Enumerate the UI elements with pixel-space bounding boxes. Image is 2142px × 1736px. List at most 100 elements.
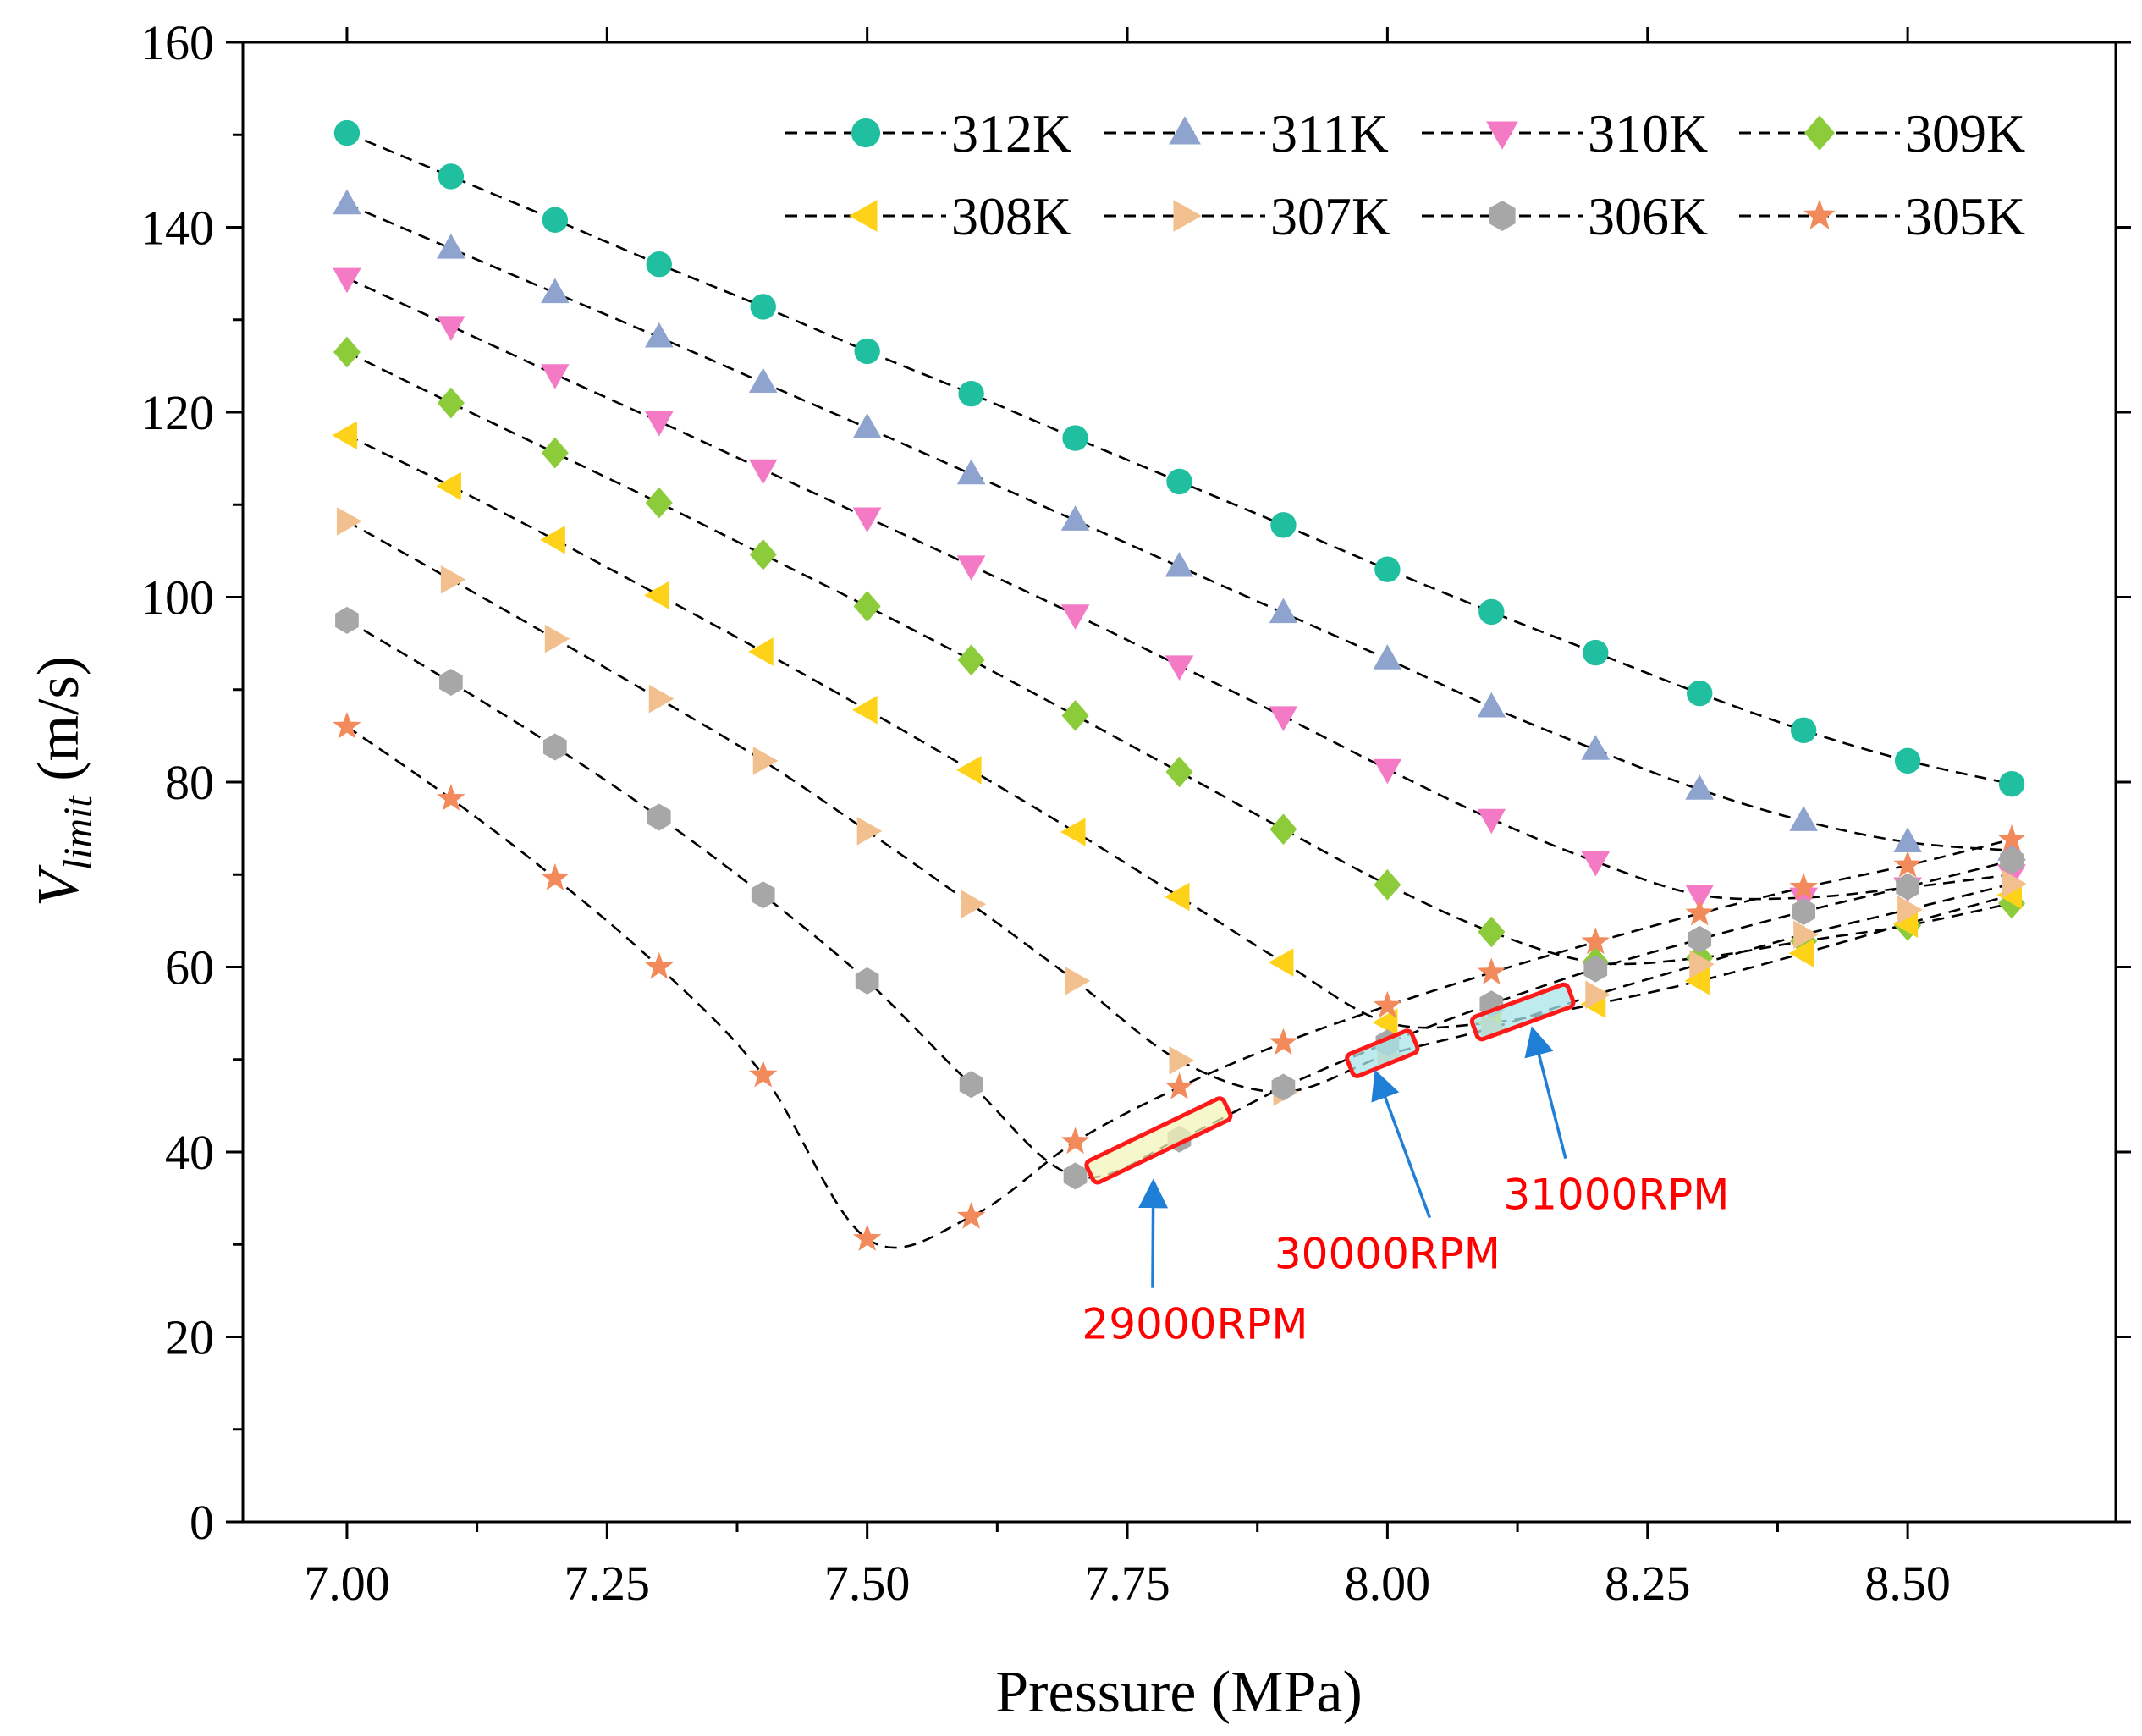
data-point-307K-8.3 (1689, 950, 1715, 979)
annotation-label-30000RPM: 30000RPM (1275, 1230, 1501, 1279)
y-tick-label: 80 (165, 755, 214, 810)
x-axis-title: Pressure (MPa) (995, 1660, 1363, 1725)
data-point-312K-7.3 (646, 251, 672, 278)
data-point-309K-7 (333, 336, 361, 368)
annotation-box-29000RPM (1084, 1096, 1233, 1185)
data-point-308K-7.6 (956, 755, 982, 785)
y-axis-title-subscript: limit (56, 795, 101, 871)
data-point-305K-8.3 (1685, 898, 1714, 926)
annotation-arrow-31000RPM (1524, 1026, 1567, 1160)
data-point-306K-7.3 (647, 803, 671, 831)
data-point-310K-7.2 (541, 364, 570, 389)
legend-label-307K: 307K (1270, 186, 1390, 246)
legend-marker-310K (1486, 121, 1518, 150)
data-point-308K-8.4 (1788, 939, 1814, 967)
data-point-309K-7.9 (1269, 813, 1297, 846)
data-point-309K-8 (1374, 868, 1401, 901)
annotation-box-31000RPM (1469, 982, 1576, 1042)
y-tick-label: 100 (140, 570, 214, 626)
data-point-312K-8 (1374, 556, 1401, 582)
data-point-311K-8 (1373, 644, 1402, 670)
data-point-310K-7 (333, 267, 361, 294)
data-point-311K-7.2 (541, 278, 570, 304)
data-point-308K-7 (332, 421, 357, 450)
data-point-309K-7.3 (645, 487, 673, 519)
annotation-arrow-30000RPM (1371, 1069, 1432, 1219)
y-tick-label: 140 (140, 201, 214, 256)
data-point-307K-7.5 (856, 817, 883, 846)
data-point-305K-7.4 (748, 1060, 778, 1088)
data-point-311K-7 (333, 189, 361, 215)
data-point-312K-8.4 (1790, 717, 1817, 744)
data-point-306K-7 (335, 606, 359, 634)
data-point-310K-7.3 (644, 411, 674, 437)
data-point-305K-7.6 (956, 1201, 986, 1229)
data-point-311K-7.3 (644, 322, 674, 348)
data-point-305K-7.8 (1165, 1072, 1194, 1099)
data-point-305K-8.6 (1997, 824, 2026, 851)
data-point-311K-7.7 (1060, 505, 1090, 531)
legend-label-311K: 311K (1270, 103, 1389, 163)
data-point-307K-8.5 (1897, 895, 1923, 924)
data-point-310K-7.4 (748, 459, 778, 485)
data-point-308K-7.4 (748, 637, 774, 666)
data-point-310K-7.6 (956, 555, 986, 581)
data-point-309K-7.5 (853, 591, 881, 622)
x-tick-label: 7.50 (824, 1556, 911, 1611)
data-point-306K-7.9 (1271, 1073, 1296, 1101)
y-tick-label: 160 (140, 15, 214, 70)
series-line-305K (346, 725, 2013, 1249)
data-point-307K-7 (336, 507, 362, 536)
data-point-310K-8.2 (1581, 851, 1611, 877)
data-point-310K-7.1 (437, 316, 465, 341)
data-point-312K-7.4 (750, 294, 776, 320)
data-point-311K-7.8 (1165, 551, 1194, 577)
legend-label-306K: 306K (1588, 186, 1708, 246)
data-point-307K-8.2 (1585, 980, 1611, 1010)
data-point-312K-7.6 (958, 380, 984, 407)
data-point-312K-7 (333, 119, 361, 146)
data-point-307K-7.2 (544, 624, 570, 653)
y-tick-label: 120 (140, 385, 214, 440)
data-point-308K-7.9 (1268, 948, 1294, 977)
data-point-309K-8.1 (1478, 916, 1506, 948)
data-point-307K-8.6 (2002, 869, 2027, 898)
data-point-312K-8.1 (1478, 598, 1505, 626)
data-point-305K-7.5 (852, 1224, 882, 1251)
x-tick-label: 7.25 (564, 1556, 651, 1611)
data-point-305K-7 (333, 711, 361, 739)
data-point-312K-7.1 (438, 163, 465, 190)
y-tick-label: 0 (190, 1495, 214, 1550)
y-tick-label: 60 (165, 940, 214, 995)
data-point-306K-7.1 (439, 669, 463, 697)
data-point-305K-8.2 (1581, 927, 1611, 955)
y-axis-title: Vlimit (m/s) (26, 656, 101, 907)
x-tick-label: 7.75 (1084, 1556, 1170, 1611)
data-point-309K-7.7 (1061, 699, 1089, 731)
data-point-307K-7.6 (961, 890, 987, 919)
legend-marker-306K (1489, 201, 1516, 231)
data-point-309K-7.8 (1165, 756, 1193, 788)
data-point-312K-8.5 (1894, 747, 1921, 774)
annotation-arrow-29000RPM (1138, 1178, 1169, 1288)
data-point-306K-8.5 (1896, 873, 1919, 901)
data-point-310K-7.9 (1269, 706, 1298, 732)
data-point-312K-8.6 (1998, 770, 2025, 797)
data-point-311K-7.1 (437, 234, 465, 259)
data-point-309K-7.4 (749, 538, 777, 570)
data-point-310K-7.7 (1060, 604, 1090, 630)
data-point-305K-7.7 (1060, 1127, 1090, 1155)
data-point-312K-8.2 (1583, 639, 1609, 666)
legend-label-309K: 309K (1905, 103, 2025, 163)
data-point-307K-8.4 (1793, 920, 1819, 950)
data-point-312K-7.8 (1166, 468, 1192, 495)
x-tick-label: 8.25 (1605, 1556, 1691, 1611)
annotation-label-29000RPM: 29000RPM (1082, 1300, 1308, 1349)
data-point-306K-7.7 (1063, 1162, 1088, 1190)
data-point-312K-7.5 (854, 338, 880, 365)
data-point-306K-8.6 (2000, 846, 2024, 874)
data-point-305K-8 (1373, 990, 1402, 1018)
data-point-312K-7.7 (1062, 425, 1088, 451)
data-point-307K-7.8 (1169, 1046, 1195, 1075)
